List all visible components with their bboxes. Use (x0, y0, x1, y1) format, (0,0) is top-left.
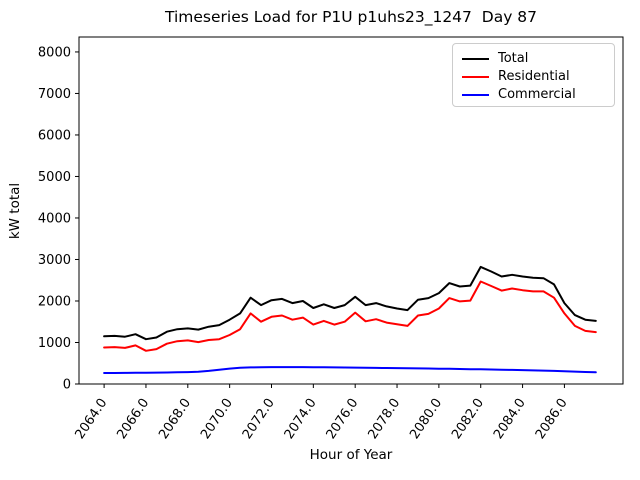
legend-label: Residential (498, 69, 570, 84)
x-tick-label: 2072.0 (240, 396, 278, 442)
legend-line-icon (462, 58, 489, 60)
y-tick-label: 5000 (38, 170, 71, 185)
y-tick-label: 2000 (38, 294, 71, 309)
x-tick-label: 2064.0 (73, 396, 111, 442)
x-tick-label: 2086.0 (533, 396, 571, 442)
y-tick-label: 7000 (38, 87, 71, 102)
x-tick-label: 2076.0 (324, 396, 362, 442)
legend-label: Commercial (498, 87, 576, 102)
x-tick-label: 2084.0 (491, 396, 529, 442)
legend-line-icon (462, 76, 489, 78)
x-tick-label: 2068.0 (156, 396, 194, 442)
legend: Total Residential Commercial (452, 43, 615, 107)
x-tick-label: 2070.0 (198, 396, 236, 442)
y-tick-label: 0 (63, 378, 71, 393)
y-tick-label: 6000 (38, 128, 71, 143)
legend-item-total: Total (462, 50, 606, 68)
y-tick-label: 8000 (38, 45, 71, 60)
legend-line-icon (462, 94, 489, 96)
legend-item-residential: Residential (462, 68, 606, 86)
y-tick-label: 1000 (38, 336, 71, 351)
legend-label: Total (498, 51, 529, 66)
y-tick-label: 4000 (38, 211, 71, 226)
series-line-commercial (103, 366, 597, 374)
series-line-total (103, 265, 597, 341)
x-tick-label: 2078.0 (365, 396, 403, 442)
series-line-residential (103, 280, 597, 352)
y-tick-label: 3000 (38, 253, 71, 268)
legend-item-commercial: Commercial (462, 86, 606, 104)
x-tick-label: 2080.0 (407, 396, 445, 442)
x-tick-label: 2074.0 (282, 396, 320, 442)
axes-spines (78, 36, 624, 385)
x-tick-label: 2066.0 (114, 396, 152, 442)
x-tick-label: 2082.0 (449, 396, 487, 442)
chart-title: Timeseries Load for P1U p1uhs23_1247 Day… (164, 8, 538, 26)
x-axis-label: Hour of Year (309, 447, 393, 463)
